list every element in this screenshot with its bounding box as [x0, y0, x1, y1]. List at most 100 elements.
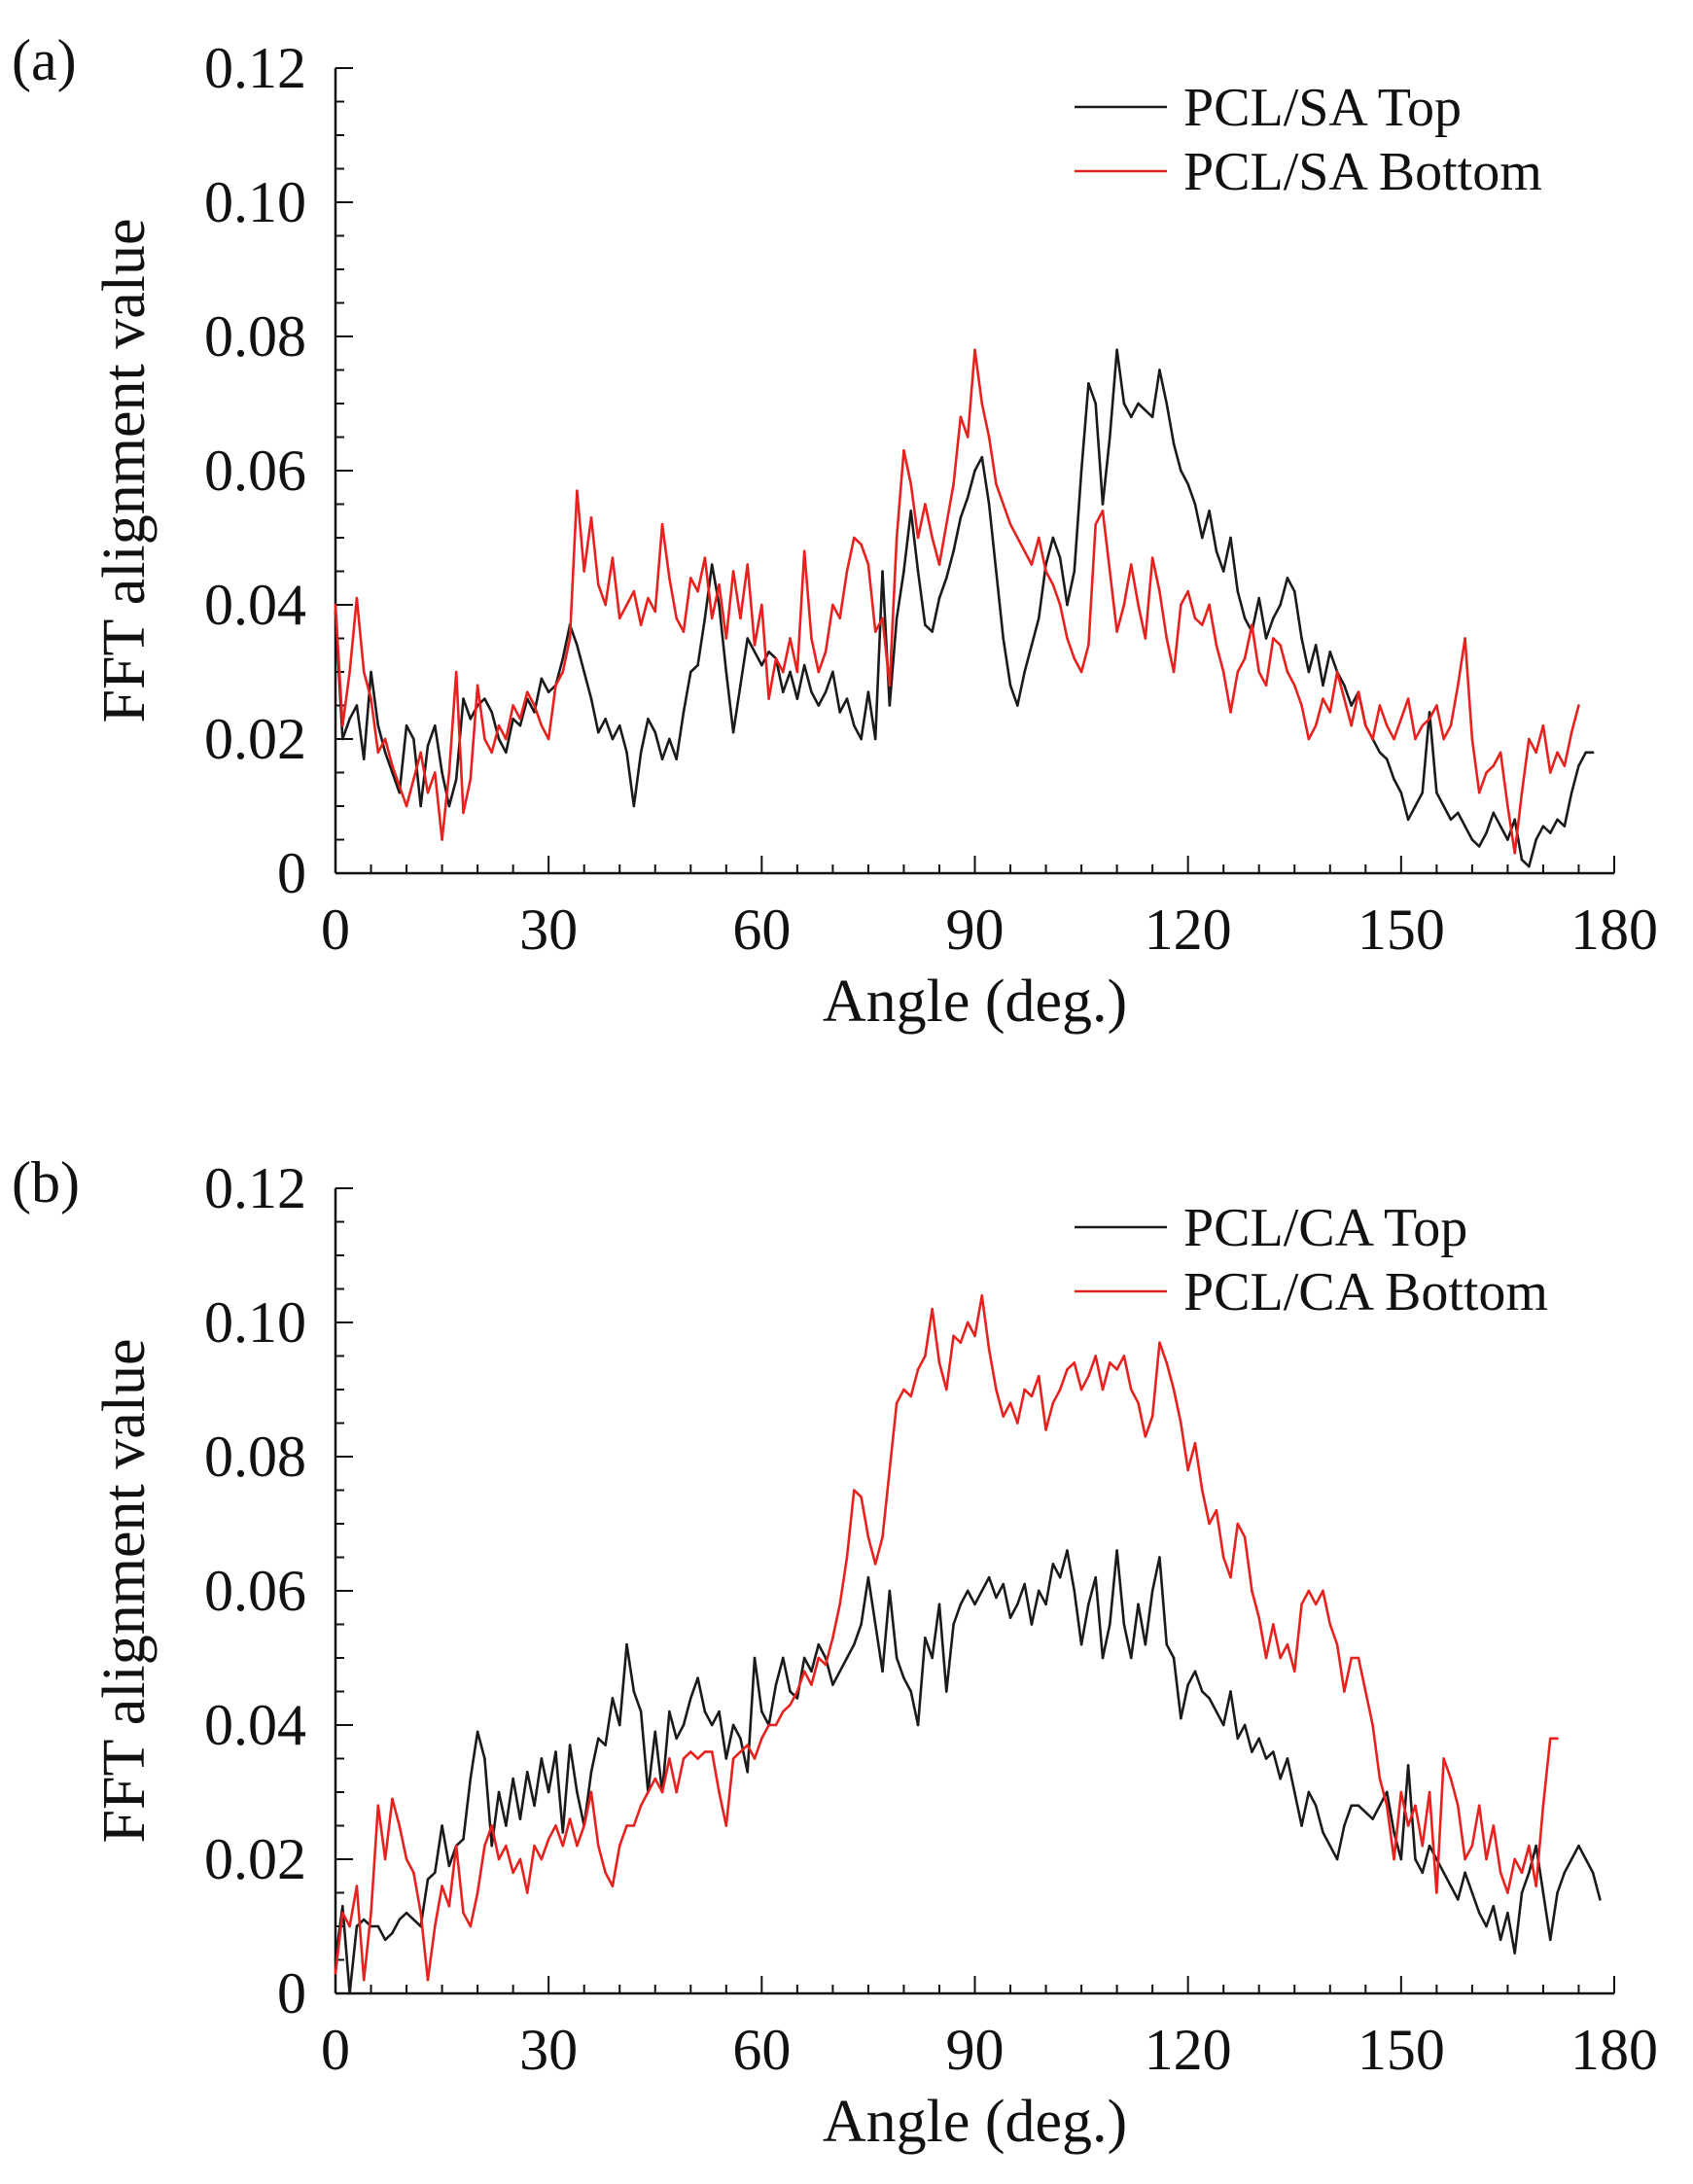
y-tick-label: 0.08: [204, 1425, 306, 1489]
series-segment: [811, 639, 818, 673]
series-segment: [1309, 1792, 1316, 1806]
series-segment: [1536, 725, 1543, 753]
series-segment: [1358, 692, 1365, 726]
series-segment: [1188, 484, 1195, 505]
series-segment: [1032, 538, 1039, 565]
series-segment: [1365, 1692, 1372, 1726]
series-segment: [996, 1584, 1003, 1598]
series-segment: [1571, 706, 1578, 733]
series-segment: [542, 1839, 548, 1859]
series-segment: [883, 1591, 890, 1672]
series-segment: [804, 551, 811, 639]
series-segment: [1571, 766, 1578, 793]
series-segment: [1266, 1625, 1273, 1659]
series-segment: [1117, 1356, 1124, 1370]
series-segment: [1060, 605, 1067, 639]
series-segment: [1344, 1806, 1351, 1826]
series-segment: [1046, 538, 1053, 565]
series-segment: [1529, 840, 1535, 867]
series-segment: [968, 471, 974, 498]
series-segment: [819, 652, 826, 672]
series-segment: [954, 1604, 961, 1625]
series-segment: [1238, 1725, 1245, 1739]
series-segment: [819, 692, 826, 706]
series-segment: [464, 1913, 471, 1926]
series-segment: [1330, 1625, 1337, 1645]
series-segment: [1494, 1826, 1500, 1873]
series-segment: [1032, 1591, 1039, 1625]
series-segment: [591, 1792, 598, 1846]
series-segment: [1152, 1343, 1159, 1417]
series-segment: [456, 1846, 463, 1913]
series-segment: [698, 558, 705, 592]
series-segment: [357, 1886, 364, 1981]
series-segment: [996, 572, 1003, 639]
series-segment: [1571, 1846, 1578, 1859]
series-segment: [1266, 618, 1273, 639]
series-segment: [1423, 1846, 1429, 1873]
series-segment: [733, 572, 740, 618]
series-segment: [1131, 404, 1138, 417]
series-segment: [613, 1846, 619, 1885]
series-segment: [783, 672, 790, 692]
series-segment: [385, 1933, 392, 1940]
series-segment: [1259, 1618, 1266, 1658]
series-segment: [1188, 591, 1195, 618]
series-segment: [939, 524, 946, 564]
series-segment: [542, 679, 548, 692]
series-segment: [350, 706, 357, 720]
series-segment: [1103, 511, 1110, 571]
series-segment: [577, 491, 583, 572]
series-segment: [1522, 739, 1529, 793]
series-segment: [961, 1591, 968, 1604]
y-tick-label: 0.06: [204, 1559, 306, 1623]
series-segment: [471, 1893, 477, 1927]
series-segment: [875, 1625, 882, 1672]
series-segment: [1245, 1725, 1252, 1752]
x-tick-label: 30: [519, 2018, 578, 2082]
x-tick-label: 180: [1570, 2018, 1658, 2082]
series-segment: [669, 1759, 676, 1793]
series-segment: [903, 1678, 910, 1692]
series-segment: [804, 1672, 811, 1685]
series-segment: [939, 1604, 946, 1692]
series-segment: [484, 699, 491, 713]
series-segment: [1238, 591, 1245, 618]
series-segment: [946, 1336, 953, 1390]
series-segment: [591, 517, 598, 584]
series-segment: [1195, 1443, 1202, 1490]
series-segment: [456, 672, 463, 813]
series-segment: [1458, 1806, 1464, 1859]
series-segment: [862, 1497, 868, 1536]
series-segment: [769, 658, 776, 698]
series-segment: [1146, 1417, 1152, 1437]
series-segment: [698, 618, 705, 665]
series-segment: [1323, 1832, 1329, 1846]
series-segment: [1436, 793, 1443, 806]
series-segment: [819, 1658, 826, 1665]
series-segment: [435, 773, 441, 840]
series-segment: [954, 517, 961, 551]
series-segment: [684, 1698, 690, 1725]
series-segment: [832, 605, 839, 618]
series-segment: [1067, 1362, 1074, 1369]
x-tick-label: 150: [1358, 2018, 1445, 2082]
series-segment: [1075, 471, 1081, 572]
series-segment: [1195, 1672, 1202, 1692]
series-segment: [832, 1604, 839, 1638]
series-segment: [726, 1759, 733, 1826]
series-segment: [1217, 1510, 1223, 1557]
series-segment: [1415, 1859, 1422, 1873]
series-segment: [862, 545, 868, 565]
series-segment: [1217, 645, 1223, 672]
series-segment: [1487, 766, 1494, 773]
series-segment: [1252, 1591, 1258, 1618]
series-segment: [1294, 591, 1301, 638]
series-segment: [677, 1725, 684, 1739]
y-tick-label: 0.02: [204, 707, 306, 771]
series-segment: [1053, 584, 1060, 605]
series-segment: [464, 699, 471, 720]
series-segment: [690, 578, 697, 591]
series-segment: [1444, 806, 1451, 820]
series-segment: [428, 1926, 435, 1980]
